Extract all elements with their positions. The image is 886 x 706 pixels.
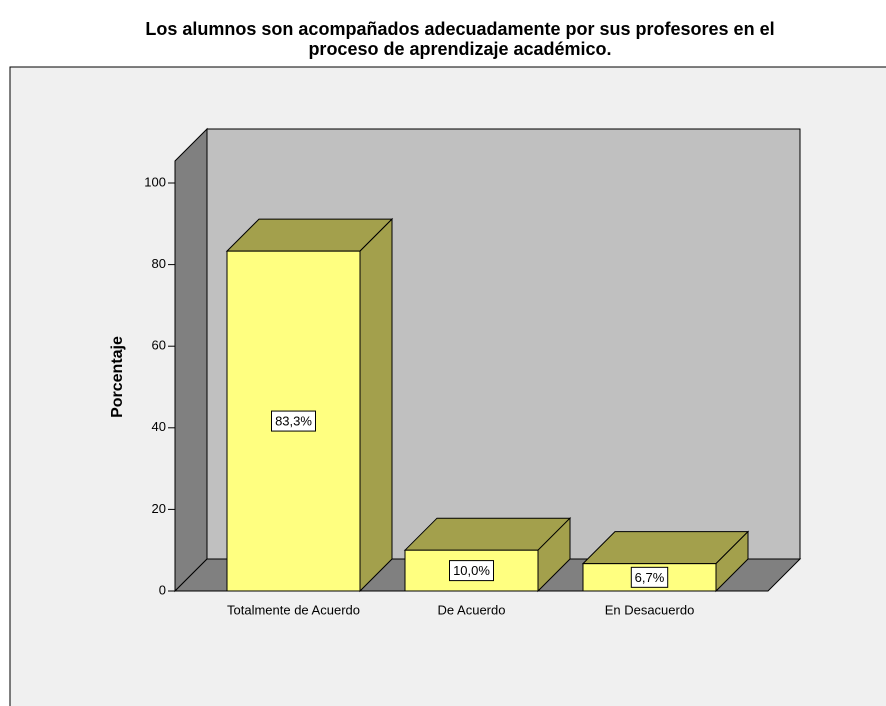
chart-title: Los alumnos son acompañados adecuadament…: [145, 19, 774, 39]
x-tick-label: En Desacuerdo: [605, 602, 695, 617]
y-tick-label: 0: [159, 582, 166, 597]
side-wall: [174, 127, 208, 593]
y-tick-label: 80: [152, 256, 166, 271]
x-tick-label: De Acuerdo: [438, 602, 506, 617]
value-label: 10,0%: [453, 563, 490, 578]
y-tick-label: 20: [152, 501, 166, 516]
value-label-box: [449, 560, 494, 582]
x-tick-label: Totalmente de Acuerdo: [227, 602, 360, 617]
y-tick-label: 60: [152, 338, 166, 353]
y-axis-label: Porcentaje: [109, 336, 126, 418]
bar-side: [359, 217, 393, 593]
value-label-box: [630, 566, 669, 588]
y-tick-label: 100: [144, 174, 166, 189]
chart-title: proceso de aprendizaje académico.: [308, 39, 611, 59]
y-tick-label: 40: [152, 419, 166, 434]
value-label: 6,7%: [635, 570, 665, 585]
value-label: 83,3%: [275, 414, 312, 429]
value-label-box: [271, 410, 316, 432]
